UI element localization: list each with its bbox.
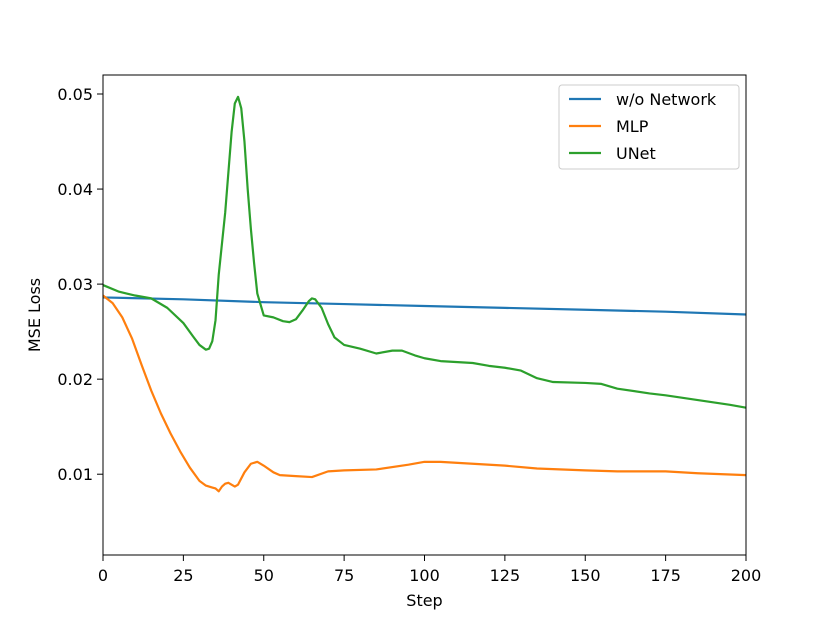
x-axis-ticks: 0 25 50 75 100 125 150 175 200 — [98, 555, 761, 585]
legend: w/o Network MLP UNet — [558, 84, 740, 170]
x-tick-label: 175 — [650, 566, 681, 585]
plot-series — [102, 95, 747, 493]
y-axis-ticks: 0.01 0.02 0.03 0.04 0.05 — [57, 85, 103, 484]
y-tick-label: 0.03 — [57, 275, 93, 294]
x-axis-label: Step — [406, 591, 442, 610]
x-tick-label: 25 — [173, 566, 193, 585]
x-tick-label: 100 — [409, 566, 440, 585]
series-line-2 — [102, 95, 747, 409]
y-tick-label: 0.02 — [57, 370, 93, 389]
y-tick-label: 0.01 — [57, 465, 93, 484]
series-line-1 — [102, 294, 747, 493]
legend-box — [558, 84, 740, 170]
series-line-0 — [102, 296, 747, 316]
x-tick-label: 200 — [731, 566, 762, 585]
legend-label: w/o Network — [616, 90, 717, 109]
x-tick-label: 0 — [98, 566, 108, 585]
x-tick-label: 50 — [254, 566, 274, 585]
legend-label: UNet — [616, 144, 656, 163]
y-tick-label: 0.04 — [57, 180, 93, 199]
y-tick-label: 0.05 — [57, 85, 93, 104]
x-tick-label: 150 — [570, 566, 601, 585]
x-tick-label: 125 — [490, 566, 521, 585]
x-tick-label: 75 — [334, 566, 354, 585]
y-axis-label: MSE Loss — [25, 278, 44, 352]
legend-label: MLP — [616, 117, 649, 136]
